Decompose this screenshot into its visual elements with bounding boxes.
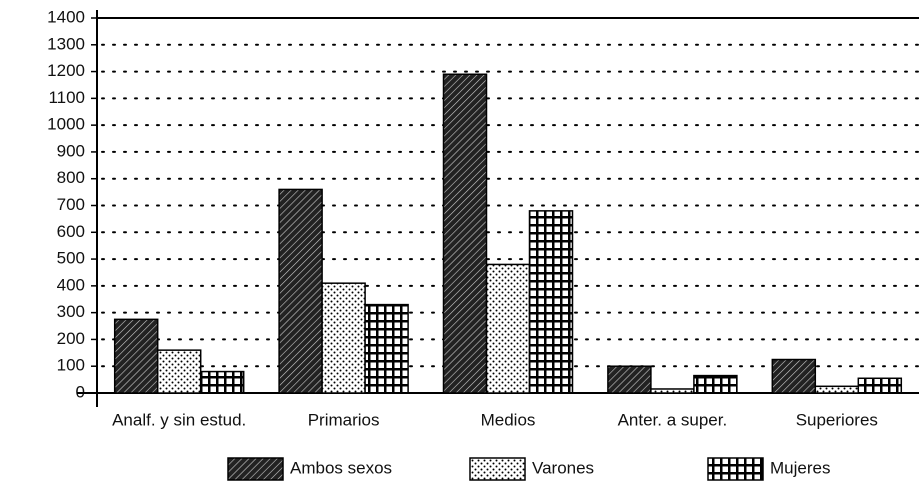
bar: [278, 188, 323, 394]
y-tick-label: 700: [57, 195, 85, 214]
legend-swatch: [469, 457, 526, 481]
bar: [693, 374, 738, 394]
bar: [113, 318, 159, 394]
bar: [442, 73, 488, 394]
y-tick-label: 500: [57, 249, 85, 268]
y-tick-label: 200: [57, 329, 85, 348]
legend-swatch: [707, 457, 764, 481]
bar: [857, 377, 903, 394]
x-tick-label: Analf. y sin estud.: [112, 410, 246, 429]
x-tick-label: Primarios: [308, 410, 380, 429]
bar: [364, 303, 409, 394]
bar: [321, 282, 366, 394]
y-tick-label: 400: [57, 275, 85, 294]
y-tick-label: 1000: [47, 115, 85, 134]
x-tick-label: Superiores: [796, 410, 878, 429]
y-tick-label: 1200: [47, 61, 85, 80]
y-tick-label: 900: [57, 141, 85, 160]
legend-label: Varones: [532, 458, 594, 477]
legend-swatch: [227, 457, 284, 481]
bar: [650, 388, 695, 394]
x-tick-label: Anter. a super.: [618, 410, 728, 429]
legend-label: Ambos sexos: [290, 458, 392, 477]
bar: [528, 210, 574, 394]
bar: [814, 385, 860, 394]
y-tick-label: 600: [57, 222, 85, 241]
y-tick-label: 1100: [48, 88, 85, 107]
bar: [199, 370, 245, 394]
bar: [771, 358, 817, 394]
y-tick-label: 1400: [47, 7, 85, 26]
x-tick-label: Medios: [481, 410, 536, 429]
bar: [156, 349, 202, 394]
bar: [607, 365, 652, 394]
y-tick-label: 1300: [47, 34, 85, 53]
y-tick-label: 100: [57, 356, 85, 375]
y-tick-label: 300: [57, 302, 85, 321]
y-tick-label: 800: [57, 168, 85, 187]
bar: [485, 263, 531, 394]
y-tick-label: 0: [76, 382, 85, 401]
legend-label: Mujeres: [770, 458, 830, 477]
